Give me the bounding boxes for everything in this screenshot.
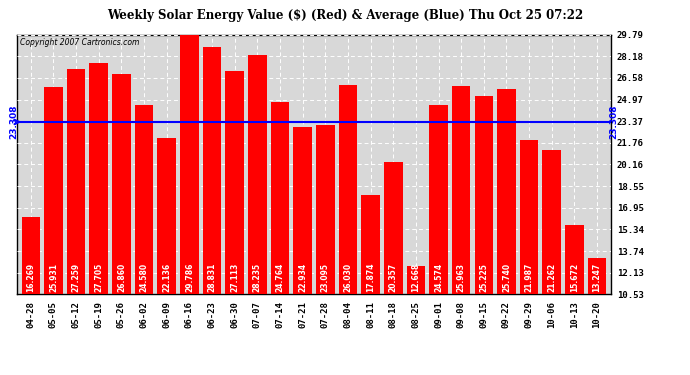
Text: 26.030: 26.030: [344, 263, 353, 292]
Bar: [44, 87, 63, 294]
Bar: [21, 217, 40, 294]
Text: 29.786: 29.786: [185, 263, 194, 292]
Text: 27.113: 27.113: [230, 263, 239, 292]
Text: 13.247: 13.247: [593, 263, 602, 292]
Text: 23.095: 23.095: [321, 263, 330, 292]
Text: 22.934: 22.934: [298, 263, 307, 292]
Bar: [384, 162, 402, 294]
Text: 28.831: 28.831: [208, 263, 217, 292]
Bar: [362, 195, 380, 294]
Bar: [520, 140, 538, 294]
Text: 20.357: 20.357: [388, 263, 397, 292]
Text: Weekly Solar Energy Value ($) (Red) & Average (Blue) Thu Oct 25 07:22: Weekly Solar Energy Value ($) (Red) & Av…: [107, 9, 583, 22]
Bar: [293, 127, 312, 294]
Text: 24.580: 24.580: [139, 263, 148, 292]
Text: 22.136: 22.136: [162, 263, 171, 292]
Bar: [406, 266, 425, 294]
Bar: [475, 96, 493, 294]
Bar: [588, 258, 607, 294]
Text: 23.308: 23.308: [609, 105, 618, 139]
Text: 21.987: 21.987: [524, 263, 533, 292]
Bar: [497, 89, 515, 294]
Text: 25.740: 25.740: [502, 263, 511, 292]
Text: 27.259: 27.259: [72, 263, 81, 292]
Bar: [180, 34, 199, 294]
Text: 25.225: 25.225: [480, 264, 489, 292]
Text: 24.764: 24.764: [275, 263, 284, 292]
Bar: [429, 105, 448, 294]
Bar: [270, 102, 289, 294]
Text: 21.262: 21.262: [547, 263, 556, 292]
Text: 27.705: 27.705: [95, 263, 103, 292]
Text: 23.308: 23.308: [10, 105, 19, 139]
Bar: [112, 74, 130, 294]
Bar: [157, 138, 176, 294]
Text: 24.574: 24.574: [434, 263, 443, 292]
Text: Copyright 2007 Cartronics.com: Copyright 2007 Cartronics.com: [20, 38, 139, 47]
Bar: [316, 125, 335, 294]
Bar: [565, 225, 584, 294]
Text: 12.668: 12.668: [411, 263, 420, 292]
Bar: [135, 105, 153, 294]
Bar: [339, 85, 357, 294]
Bar: [226, 70, 244, 294]
Text: 25.963: 25.963: [457, 263, 466, 292]
Text: 25.931: 25.931: [49, 263, 58, 292]
Text: 17.874: 17.874: [366, 263, 375, 292]
Bar: [90, 63, 108, 294]
Bar: [248, 56, 266, 294]
Bar: [542, 150, 561, 294]
Text: 26.860: 26.860: [117, 263, 126, 292]
Text: 15.672: 15.672: [570, 263, 579, 292]
Bar: [452, 86, 471, 294]
Text: 28.235: 28.235: [253, 263, 262, 292]
Bar: [203, 48, 221, 294]
Bar: [67, 69, 86, 294]
Text: 16.269: 16.269: [26, 263, 35, 292]
